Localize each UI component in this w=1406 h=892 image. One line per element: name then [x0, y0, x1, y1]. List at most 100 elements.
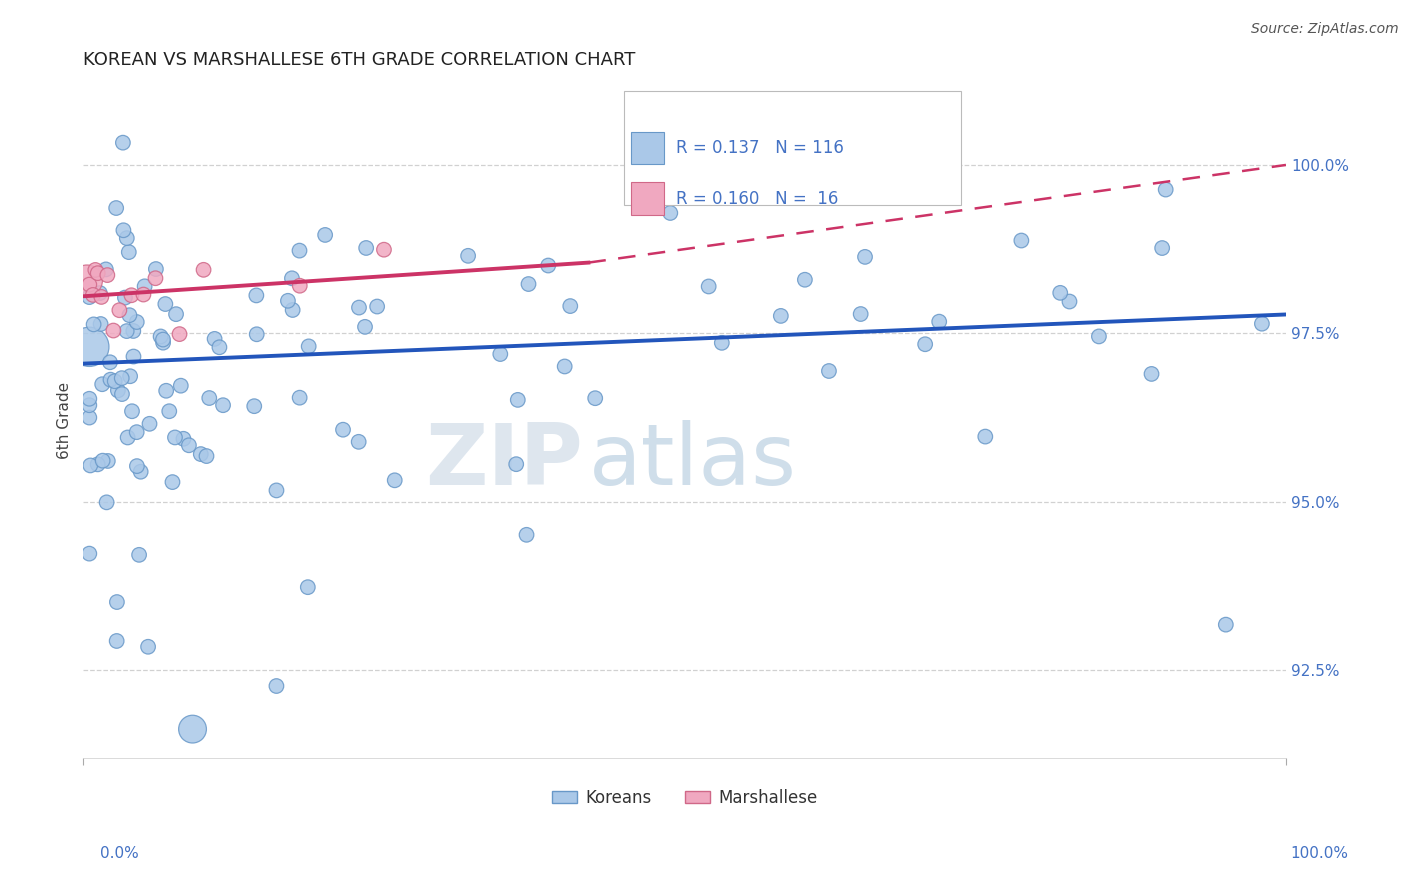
Point — [347, 301, 370, 315]
Point — [734, 143, 756, 157]
Point — [76, 273, 98, 287]
Point — [243, 399, 266, 413]
Point — [79, 340, 101, 354]
Point — [332, 423, 354, 437]
Text: 0.0%: 0.0% — [100, 847, 139, 861]
Point — [115, 231, 138, 245]
Point — [155, 384, 177, 398]
Point — [91, 377, 114, 392]
Point — [82, 288, 104, 302]
Point — [152, 335, 174, 350]
Point — [136, 640, 159, 654]
Legend: Koreans, Marshallese: Koreans, Marshallese — [546, 782, 824, 814]
Point — [354, 241, 377, 255]
Point — [111, 136, 134, 150]
Point — [111, 371, 134, 385]
Point — [277, 293, 299, 308]
Point — [105, 634, 128, 648]
Point — [1140, 367, 1163, 381]
Point — [145, 262, 167, 277]
Point — [96, 495, 118, 509]
Point — [266, 483, 288, 498]
Point — [1251, 317, 1274, 331]
Point — [90, 290, 112, 304]
Point — [1010, 234, 1032, 248]
Point — [79, 458, 101, 473]
Point — [120, 288, 142, 302]
Point — [354, 319, 377, 334]
Point — [117, 430, 139, 444]
Text: 100.0%: 100.0% — [1289, 847, 1348, 861]
Point — [710, 335, 733, 350]
Point — [125, 425, 148, 439]
Point — [104, 374, 127, 388]
Point — [172, 432, 194, 446]
Point — [314, 227, 336, 242]
Point — [100, 373, 122, 387]
Point — [288, 278, 311, 293]
Text: Source: ZipAtlas.com: Source: ZipAtlas.com — [1251, 22, 1399, 37]
Point — [94, 262, 117, 277]
Point — [96, 268, 118, 282]
Point — [122, 324, 145, 338]
Point — [79, 277, 101, 292]
Point — [103, 324, 125, 338]
Point — [105, 201, 128, 215]
Point — [132, 287, 155, 301]
FancyBboxPatch shape — [630, 183, 664, 215]
Point — [79, 547, 101, 561]
Point — [1215, 617, 1237, 632]
Point — [297, 580, 319, 594]
Text: R = 0.160   N =  16: R = 0.160 N = 16 — [676, 190, 838, 208]
Point — [155, 297, 177, 311]
Point — [517, 277, 540, 291]
Point — [266, 679, 288, 693]
Point — [198, 391, 221, 405]
Point — [384, 473, 406, 487]
Point — [152, 333, 174, 347]
Text: ZIP: ZIP — [425, 420, 582, 503]
FancyBboxPatch shape — [624, 91, 962, 205]
Point — [120, 369, 142, 384]
Point — [129, 465, 152, 479]
Point — [83, 318, 105, 332]
Point — [145, 271, 167, 285]
Point — [769, 309, 792, 323]
Point — [138, 417, 160, 431]
Text: atlas: atlas — [589, 420, 796, 503]
Point — [245, 288, 267, 302]
Point — [208, 340, 231, 354]
Point — [125, 459, 148, 474]
Point — [554, 359, 576, 374]
Point — [108, 303, 131, 318]
Point — [1059, 294, 1081, 309]
Point — [118, 308, 141, 322]
Point — [177, 438, 200, 452]
Point — [288, 391, 311, 405]
Point — [583, 391, 606, 405]
Point — [190, 447, 212, 461]
Point — [112, 223, 135, 237]
Point — [121, 404, 143, 418]
Point — [515, 528, 537, 542]
Point — [560, 299, 582, 313]
Point — [204, 332, 226, 346]
Point — [195, 449, 218, 463]
Point — [818, 364, 841, 378]
Point — [914, 337, 936, 351]
Text: R = 0.137   N = 116: R = 0.137 N = 116 — [676, 139, 844, 157]
Y-axis label: 6th Grade: 6th Grade — [58, 383, 72, 459]
Point — [128, 548, 150, 562]
Point — [170, 378, 193, 392]
Point — [79, 398, 101, 412]
Point — [79, 290, 101, 304]
Point — [974, 429, 997, 443]
Point — [122, 350, 145, 364]
Point — [79, 392, 101, 406]
Point — [1152, 241, 1174, 255]
Point — [114, 291, 136, 305]
Point — [298, 339, 321, 353]
Point — [1088, 329, 1111, 343]
Point — [105, 595, 128, 609]
Point — [489, 347, 512, 361]
